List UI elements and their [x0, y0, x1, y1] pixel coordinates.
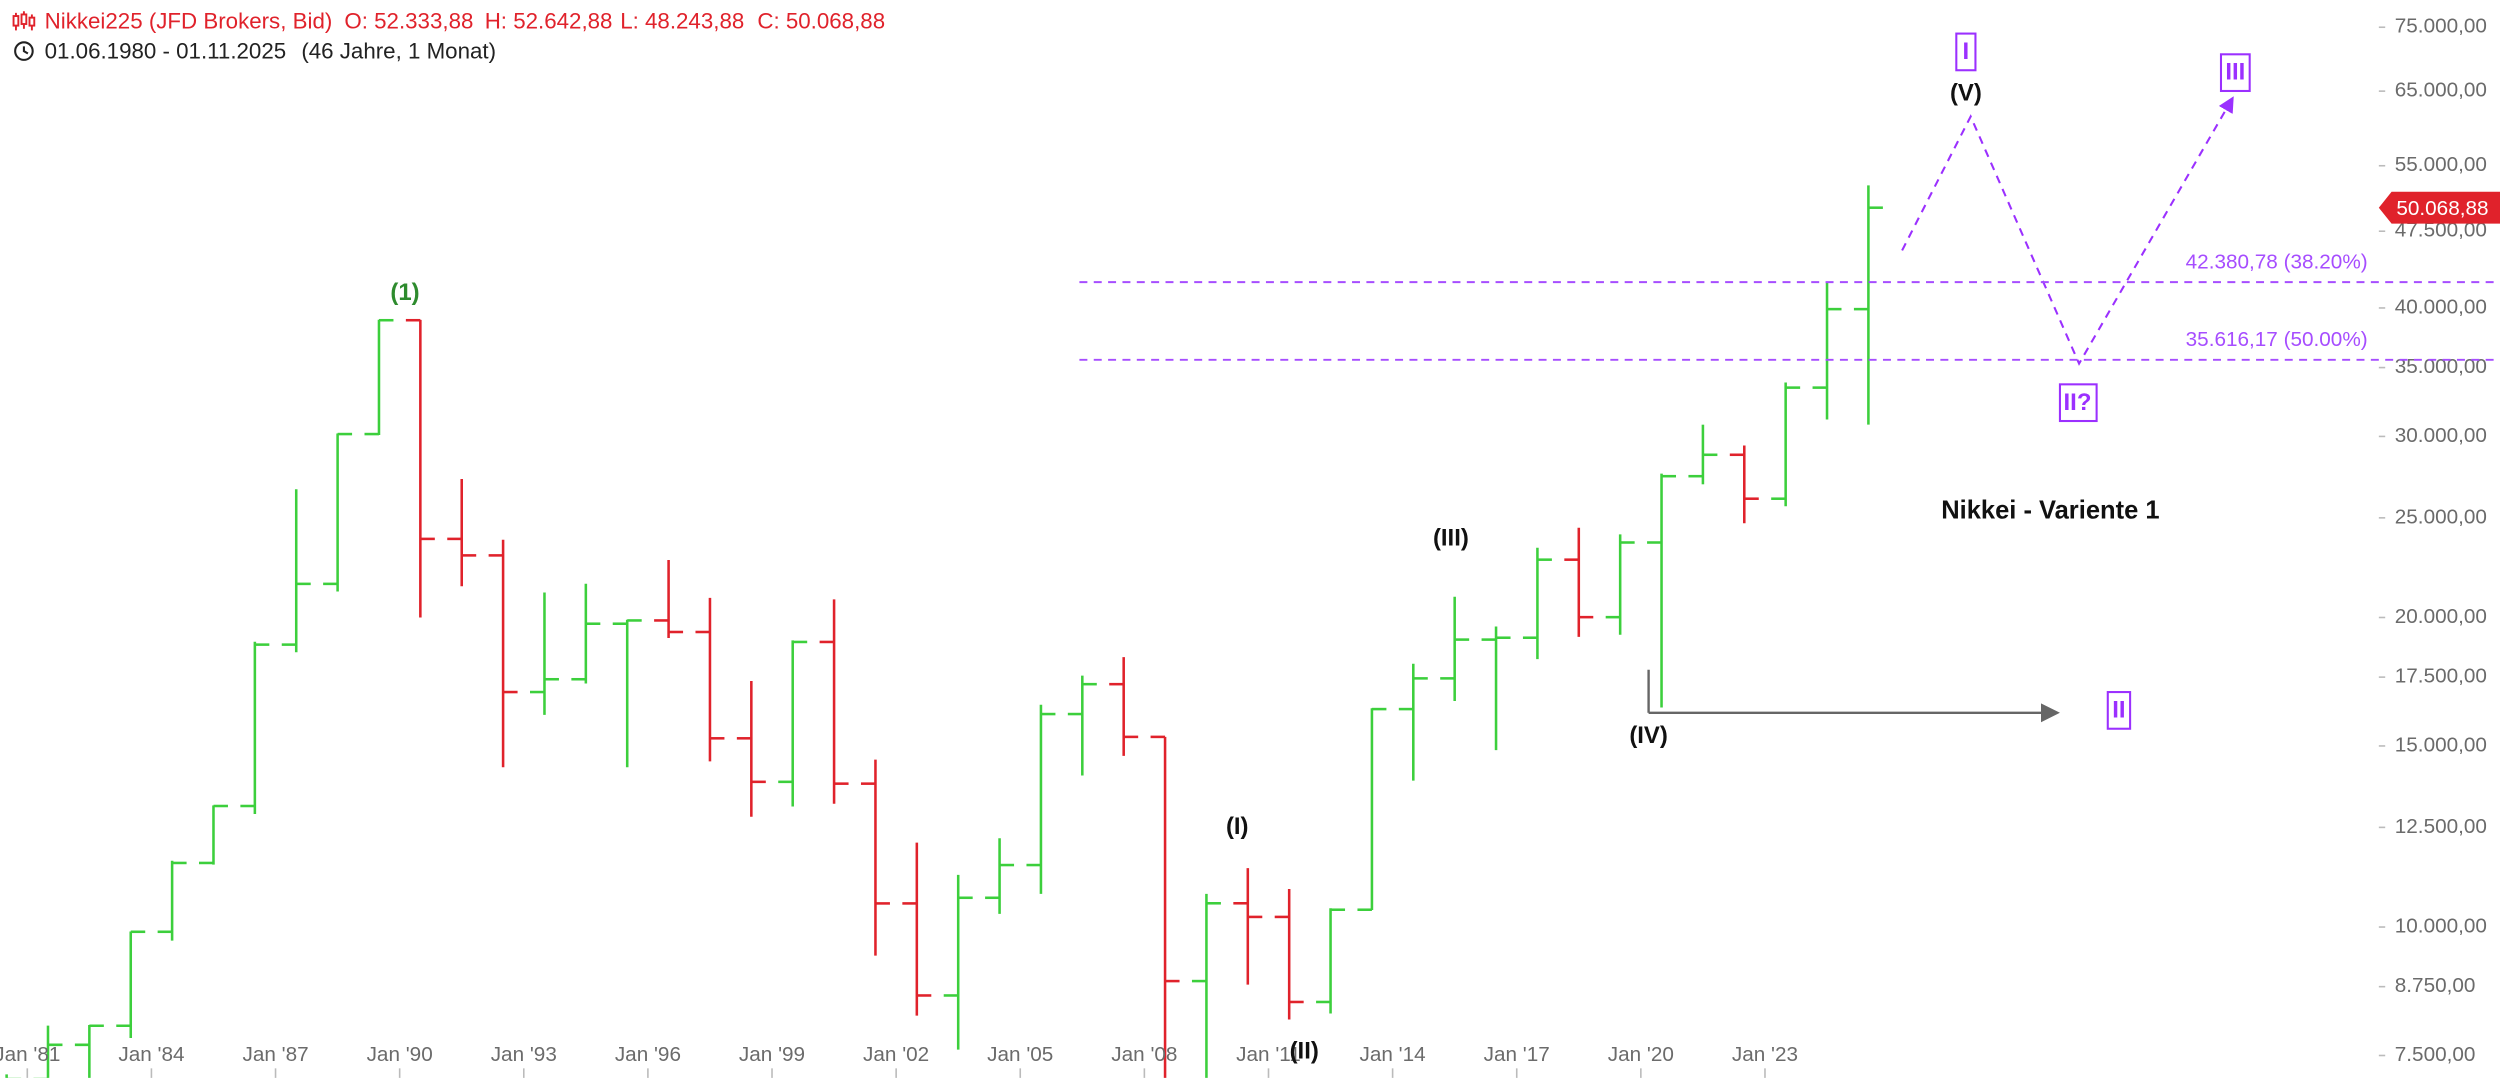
wave-label: (I)	[1226, 813, 1249, 840]
projection-path	[1901, 96, 2234, 366]
last-price-tag	[2378, 191, 2500, 224]
level-label: 42.380,78 (38.20%)	[2186, 250, 2368, 273]
label-box	[1955, 32, 1977, 72]
y-tick-label: 20.000,00	[2395, 605, 2487, 628]
symbol: Nikkei225 (JFD Brokers, Bid)	[45, 8, 333, 33]
wave-label: (1)	[390, 279, 419, 306]
x-tick-label: Jan '81	[0, 1043, 60, 1066]
wave-label: II?	[2064, 389, 2092, 416]
level-label: 35.616,17 (50.00%)	[2186, 328, 2368, 351]
low-value: L: 48.243,88	[620, 8, 744, 33]
label-box	[2219, 53, 2251, 93]
wave-label: (II)	[1290, 1038, 1319, 1065]
x-tick-label: Jan '20	[1608, 1043, 1674, 1066]
y-tick-label: 15.000,00	[2395, 733, 2487, 756]
x-tick-label: Jan '08	[1111, 1043, 1177, 1066]
y-tick-label: 55.000,00	[2395, 153, 2487, 176]
x-tick-label: Jan '96	[615, 1043, 681, 1066]
y-tick-label: 35.000,00	[2395, 355, 2487, 378]
header: Nikkei225 (JFD Brokers, Bid) O: 52.333,8…	[12, 8, 885, 64]
x-tick-label: Jan '23	[1732, 1043, 1798, 1066]
y-tick-label: 7.500,00	[2395, 1043, 2476, 1066]
y-tick-label: 47.500,00	[2395, 219, 2487, 242]
x-tick-label: Jan '17	[1484, 1043, 1550, 1066]
y-tick-label: 40.000,00	[2395, 295, 2487, 318]
y-tick-label: 10.000,00	[2395, 914, 2487, 937]
x-tick-label: Jan '05	[987, 1043, 1053, 1066]
label-box	[2058, 383, 2098, 423]
close-value: C: 50.068,88	[757, 8, 885, 33]
x-tick-label: Jan '11	[1236, 1043, 1301, 1066]
y-tick-label: 12.500,00	[2395, 815, 2487, 838]
x-tick-label: Jan '93	[491, 1043, 557, 1066]
x-tick-label: Jan '02	[863, 1043, 929, 1066]
price-bars	[5, 185, 1883, 1078]
high-value: H: 52.642,88	[485, 8, 613, 33]
x-tick-label: Jan '90	[367, 1043, 433, 1066]
y-tick-label: 30.000,00	[2395, 424, 2487, 447]
wave-labels: (1) (I) (II) (III) (IV) (V) I II? III II	[390, 32, 2251, 1065]
last-price-label: 50.068,88	[2396, 197, 2488, 220]
y-tick-label: 17.500,00	[2395, 665, 2487, 688]
x-tick-label: Jan '87	[242, 1043, 308, 1066]
chart-title: Nikkei - Variente 1	[1941, 497, 2159, 525]
y-tick-label: 8.750,00	[2395, 974, 2476, 997]
clock-icon	[14, 41, 34, 61]
y-tick-label: 65.000,00	[2395, 79, 2487, 102]
y-tick-label: 25.000,00	[2395, 505, 2487, 528]
y-tick-label: 75.000,00	[2395, 15, 2487, 38]
date-range: 01.06.1980 - 01.11.2025	[45, 39, 287, 64]
wave-label: III	[2225, 59, 2245, 86]
label-box	[2106, 691, 2132, 730]
wave-label: I	[1963, 38, 1970, 65]
axes: 7.500,00 8.750,00 10.000,00 12.500,00 15.000…	[0, 15, 2487, 1078]
duration: (46 Jahre, 1 Monat)	[301, 39, 496, 64]
x-tick-label: Jan '99	[739, 1043, 805, 1066]
x-tick-label: Jan '84	[118, 1043, 184, 1066]
wave-label: II	[2112, 697, 2125, 724]
open-value: O: 52.333,88	[344, 8, 473, 33]
wave-label: (III)	[1433, 524, 1469, 551]
symbol-icon	[12, 11, 36, 31]
x-tick-label: Jan '14	[1360, 1043, 1426, 1066]
wave-label: (V)	[1950, 79, 1982, 106]
wave-label: (IV)	[1629, 722, 1668, 749]
